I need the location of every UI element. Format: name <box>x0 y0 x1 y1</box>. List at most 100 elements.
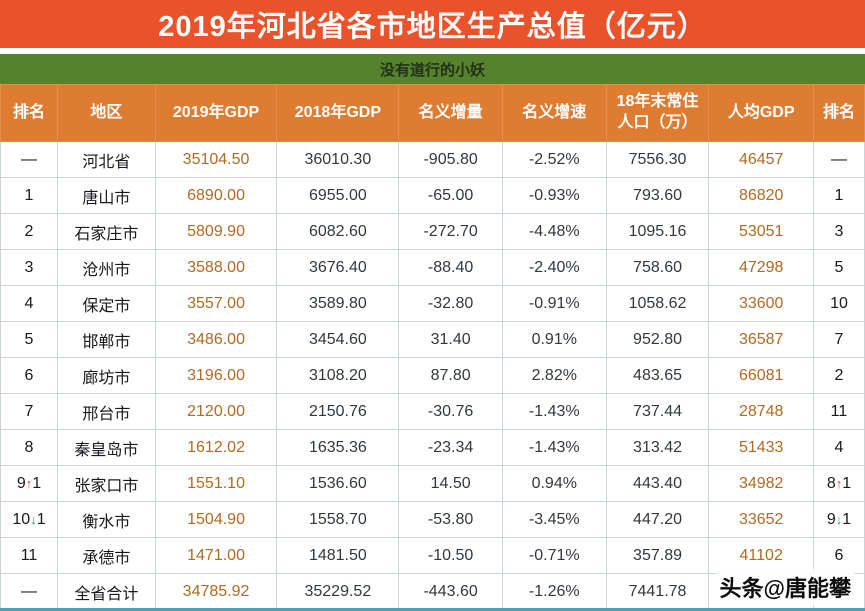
gdp-2018-cell: 36010.30 <box>276 141 400 178</box>
gdp-2018-cell: 1558.70 <box>276 501 400 538</box>
rank-right-cell: 4 <box>812 429 865 466</box>
gdp-per-capita-cell: 28748 <box>708 393 814 430</box>
population-cell: 1095.16 <box>605 213 710 250</box>
gdp-2019-cell: 6890.00 <box>154 177 278 214</box>
gdp-per-capita-cell: 33600 <box>708 285 814 322</box>
nominal-delta-cell: 14.50 <box>398 465 503 502</box>
column-header-rank: 排名 <box>0 84 59 142</box>
gdp-2019-cell: 5809.90 <box>154 213 278 250</box>
rank-right-cell: 1 <box>812 177 865 214</box>
table-row: 2 石家庄市 5809.90 6082.60 -272.70 -4.48% 1095.16 5… <box>0 213 865 250</box>
gdp-2019-cell: 34785.92 <box>154 573 278 610</box>
nominal-growth-cell: 0.94% <box>501 465 607 502</box>
nominal-delta-cell: -443.60 <box>398 573 503 610</box>
rank-right-cell: 11 <box>812 393 865 430</box>
subtitle-bar: 没有道行的小妖 <box>0 54 865 84</box>
table-row: 8 秦皇岛市 1612.02 1635.36 -23.34 -1.43% 313.42 514… <box>0 429 865 466</box>
column-header-gdp-2019: 2019年GDP <box>154 84 278 142</box>
down-arrow-icon: ↓ <box>30 511 37 527</box>
table-row: 6 廊坊市 3196.00 3108.20 87.80 2.82% 483.65 66081 2 <box>0 357 865 394</box>
gdp-2018-cell: 3108.20 <box>276 357 400 394</box>
nominal-delta-cell: -905.80 <box>398 141 503 178</box>
table-row: 1 唐山市 6890.00 6955.00 -65.00 -0.93% 793.60 8682… <box>0 177 865 214</box>
down-arrow-icon: ↓ <box>835 511 843 527</box>
table-header-row: 排名 地区 2019年GDP 2018年GDP 名义增量 名义增速 18年末常住人口（万）人… <box>0 84 865 142</box>
nominal-delta-cell: -23.34 <box>398 429 503 466</box>
gdp-per-capita-cell: 51433 <box>708 429 814 466</box>
rank-cell: — <box>0 141 59 178</box>
gdp-2019-cell: 1471.00 <box>154 537 278 574</box>
rank-cell: 3 <box>0 249 59 286</box>
column-header-gdp-per-capita: 人均GDP <box>708 84 814 142</box>
table-row: 9↑1 张家口市 1551.10 1536.60 14.50 0.94% 443.40 349… <box>0 465 865 502</box>
population-cell: 737.44 <box>605 393 710 430</box>
nominal-growth-cell: -3.45% <box>501 501 607 538</box>
column-header-nominal-delta: 名义增量 <box>398 84 503 142</box>
population-cell: 313.42 <box>605 429 710 466</box>
region-cell: 沧州市 <box>57 249 156 286</box>
up-arrow-icon: ↑ <box>835 475 843 491</box>
nominal-growth-cell: -4.48% <box>501 213 607 250</box>
table-row: 11 承德市 1471.00 1481.50 -10.50 -0.71% 357.89 411… <box>0 537 865 574</box>
region-cell: 保定市 <box>57 285 156 322</box>
rank-cell: 1 <box>0 177 59 214</box>
rank-cell: 10↓1 <box>0 501 59 538</box>
gdp-2018-cell: 3454.60 <box>276 321 400 358</box>
table-row: 3 沧州市 3588.00 3676.40 -88.40 -2.40% 758.60 4729… <box>0 249 865 286</box>
nominal-growth-cell: -2.52% <box>501 141 607 178</box>
gdp-2018-cell: 3676.40 <box>276 249 400 286</box>
region-cell: 衡水市 <box>57 501 156 538</box>
region-cell: 全省合计 <box>57 573 156 610</box>
population-cell: 357.89 <box>605 537 710 574</box>
gdp-2019-cell: 1551.10 <box>154 465 278 502</box>
rank-cell: 6 <box>0 357 59 394</box>
nominal-delta-cell: -88.40 <box>398 249 503 286</box>
gdp-2019-cell: 3486.00 <box>154 321 278 358</box>
rank-cell: 8 <box>0 429 59 466</box>
nominal-delta-cell: -272.70 <box>398 213 503 250</box>
gdp-2019-cell: 3588.00 <box>154 249 278 286</box>
table-row: 10↓1 衡水市 1504.90 1558.70 -53.80 -3.45% 447.20 3… <box>0 501 865 538</box>
rank-right-cell: 10 <box>812 285 865 322</box>
rank-right-cell: 9↓1 <box>812 501 865 538</box>
gdp-2019-cell: 1504.90 <box>154 501 278 538</box>
table-row: 7 邢台市 2120.00 2150.76 -30.76 -1.43% 737.44 2874… <box>0 393 865 430</box>
nominal-growth-cell: -1.26% <box>501 573 607 610</box>
nominal-growth-cell: 2.82% <box>501 357 607 394</box>
region-cell: 唐山市 <box>57 177 156 214</box>
gdp-2019-cell: 2120.00 <box>154 393 278 430</box>
column-header-nominal-growth: 名义增速 <box>501 84 607 142</box>
gdp-2019-cell: 35104.50 <box>154 141 278 178</box>
region-cell: 廊坊市 <box>57 357 156 394</box>
gdp-2018-cell: 1536.60 <box>276 465 400 502</box>
rank-right-cell: 2 <box>812 357 865 394</box>
rank-right-cell: 5 <box>812 249 865 286</box>
watermark-text: 头条@唐能攀 <box>719 576 851 601</box>
table-row: — 河北省 35104.50 36010.30 -905.80 -2.52% 7556.30… <box>0 141 865 178</box>
rank-cell: 9↑1 <box>0 465 59 502</box>
nominal-delta-cell: -65.00 <box>398 177 503 214</box>
nominal-growth-cell: -0.71% <box>501 537 607 574</box>
watermark: 头条@唐能攀 <box>715 569 855 605</box>
column-header-population: 18年末常住人口（万） <box>605 84 710 142</box>
gdp-per-capita-cell: 66081 <box>708 357 814 394</box>
rank-right-cell: 7 <box>812 321 865 358</box>
gdp-per-capita-cell: 36587 <box>708 321 814 358</box>
gdp-2019-cell: 3557.00 <box>154 285 278 322</box>
footer-strip <box>0 608 865 611</box>
title-bar: 2019年河北省各市地区生产总值（亿元） <box>0 0 865 48</box>
region-cell: 邯郸市 <box>57 321 156 358</box>
gdp-2018-cell: 3589.80 <box>276 285 400 322</box>
column-header-rank-right: 排名 <box>812 84 865 142</box>
nominal-growth-cell: -1.43% <box>501 429 607 466</box>
nominal-growth-cell: -0.93% <box>501 177 607 214</box>
gdp-per-capita-cell: 53051 <box>708 213 814 250</box>
gdp-per-capita-cell: 86820 <box>708 177 814 214</box>
gdp-2018-cell: 35229.52 <box>276 573 400 610</box>
nominal-delta-cell: -32.80 <box>398 285 503 322</box>
table-row: 4 保定市 3557.00 3589.80 -32.80 -0.91% 1058.62 336… <box>0 285 865 322</box>
population-cell: 7556.30 <box>605 141 710 178</box>
population-cell: 793.60 <box>605 177 710 214</box>
region-cell: 张家口市 <box>57 465 156 502</box>
